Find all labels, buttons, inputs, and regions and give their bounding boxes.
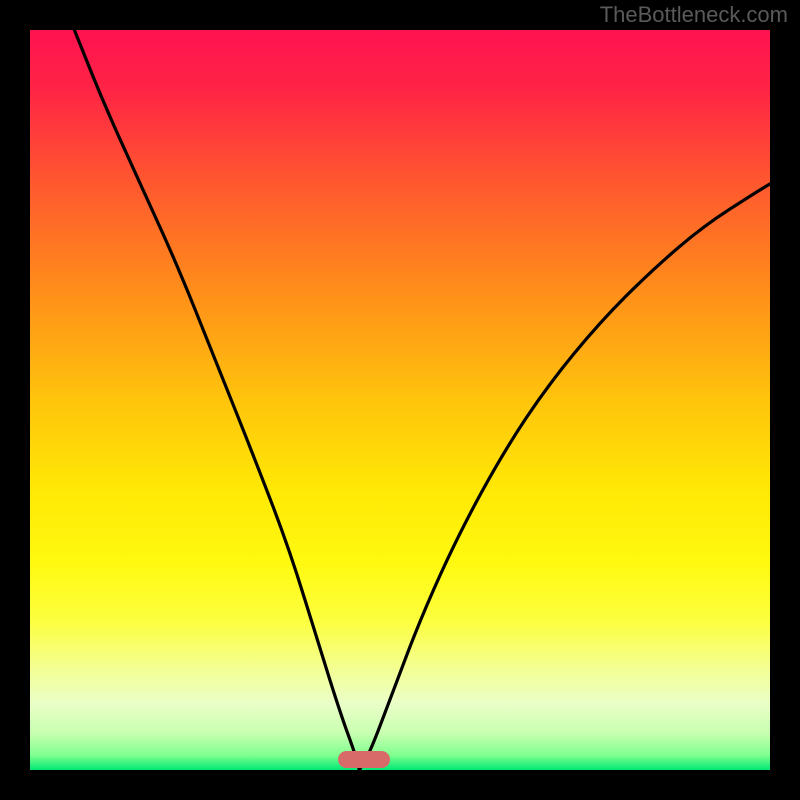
vertex-marker (338, 751, 390, 768)
plot-area (30, 30, 770, 770)
gradient-background (30, 30, 770, 770)
watermark-text: TheBottleneck.com (600, 2, 788, 28)
chart-container: TheBottleneck.com (0, 0, 800, 800)
curve-svg (30, 30, 770, 770)
